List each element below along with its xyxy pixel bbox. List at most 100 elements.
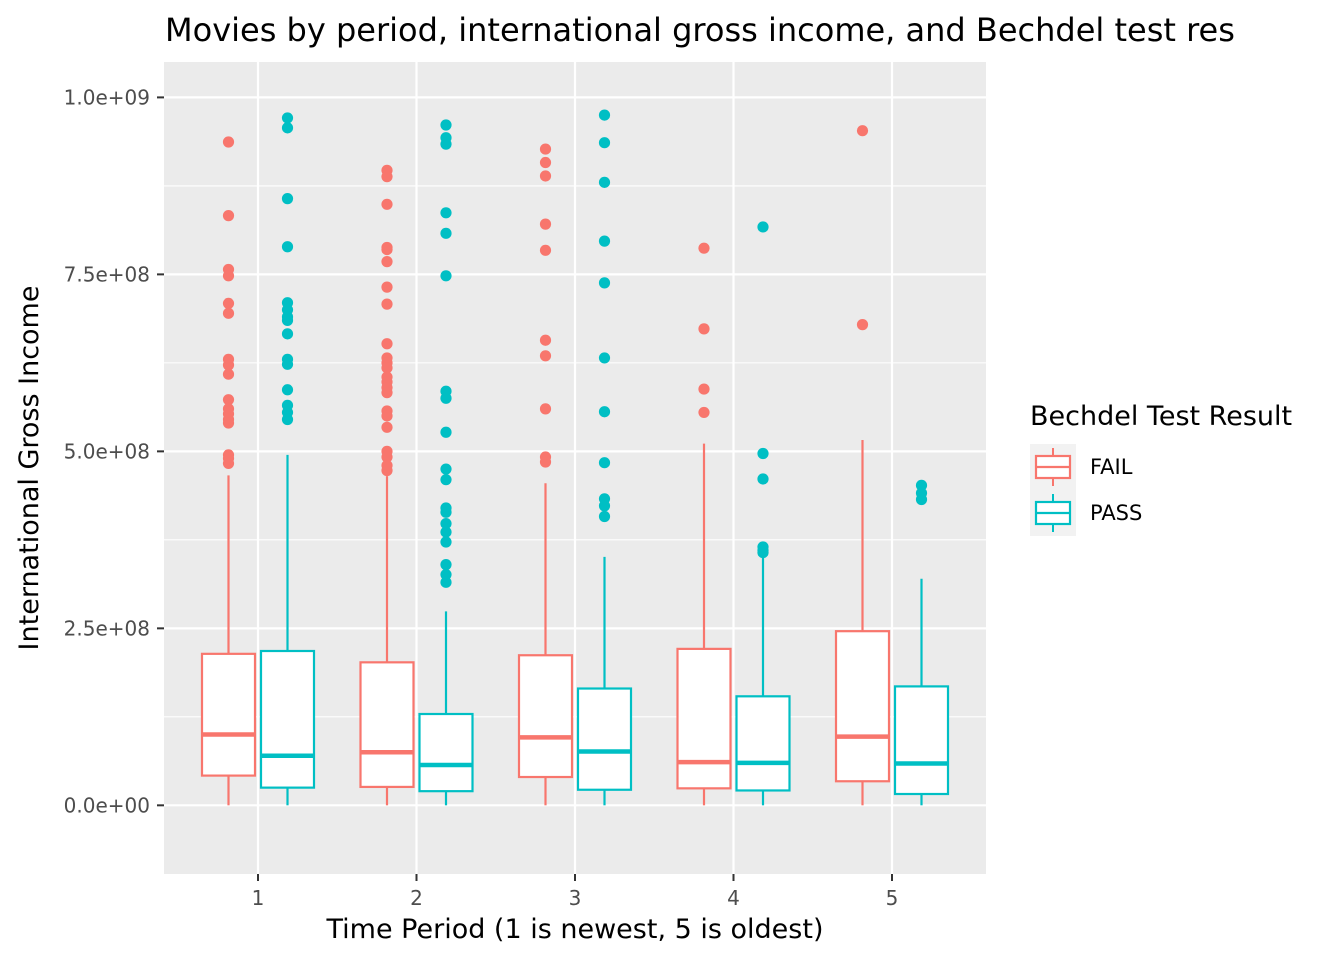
- outlier-point: [440, 576, 452, 588]
- y-tick-label: 1.0e+09: [64, 85, 150, 109]
- outlier-point: [222, 307, 235, 319]
- outlier-point: [281, 193, 294, 205]
- outlier-point: [222, 270, 235, 282]
- outlier-point: [598, 510, 611, 523]
- outlier-point: [440, 536, 452, 548]
- outlier-point: [281, 328, 294, 340]
- outlier-point: [222, 210, 235, 222]
- box-fail-1: [200, 136, 257, 806]
- y-tick-label: 7.5e+08: [64, 262, 150, 286]
- outlier-point: [598, 137, 611, 149]
- outlier-point: [440, 474, 452, 486]
- outlier-point: [381, 198, 393, 210]
- outlier-point: [222, 417, 235, 429]
- box-groups: [200, 109, 950, 806]
- outlier-point: [539, 170, 552, 182]
- y-axis: 0.0e+00 2.5e+08 5.0e+08 7.5e+08 1.0e+09: [64, 85, 164, 817]
- outlier-point: [381, 451, 393, 463]
- box-pass-3: [576, 109, 633, 806]
- outlier-point: [222, 457, 235, 469]
- outlier-point: [598, 176, 611, 188]
- x-tick-label: 2: [410, 886, 423, 910]
- y-tick-label: 2.5e+08: [64, 616, 150, 640]
- outlier-point: [222, 368, 235, 380]
- box-body: [418, 712, 474, 793]
- outlier-point: [440, 506, 452, 518]
- box-fail-2: [359, 164, 415, 806]
- outlier-point: [598, 235, 611, 247]
- box-fail-5: [834, 125, 891, 806]
- outlier-point: [281, 413, 294, 426]
- outlier-point: [440, 227, 452, 239]
- outlier-point: [281, 241, 294, 253]
- box-body: [259, 649, 316, 789]
- outlier-point: [222, 297, 235, 310]
- outlier-point: [856, 319, 869, 331]
- outlier-point: [222, 394, 235, 406]
- box-body: [676, 647, 732, 790]
- box-body: [893, 685, 950, 796]
- outlier-point: [440, 426, 452, 438]
- outlier-point: [440, 568, 452, 581]
- x-axis-title: Time Period (1 is newest, 5 is oldest): [326, 914, 824, 945]
- outlier-point: [598, 352, 611, 364]
- outlier-point: [757, 546, 769, 559]
- box-body: [517, 654, 574, 779]
- x-tick-label: 4: [727, 886, 740, 910]
- outlier-point: [440, 138, 452, 150]
- box-pass-1: [259, 112, 316, 806]
- outlier-point: [381, 387, 393, 399]
- outlier-point: [440, 517, 452, 530]
- outlier-point: [915, 479, 928, 491]
- outlier-point: [440, 559, 452, 571]
- outlier-point: [381, 421, 393, 433]
- box-body: [735, 695, 791, 792]
- outlier-point: [539, 350, 552, 362]
- legend-label-pass: PASS: [1090, 501, 1142, 525]
- box-fail-4: [676, 242, 732, 806]
- outlier-point: [698, 323, 710, 335]
- outlier-point: [539, 456, 552, 468]
- outlier-point: [381, 338, 393, 350]
- legend-keys: [1034, 448, 1072, 532]
- box-fail-3: [517, 143, 574, 806]
- outlier-point: [440, 526, 452, 538]
- outlier-point: [698, 383, 710, 395]
- outlier-point: [281, 384, 294, 396]
- outlier-point: [856, 125, 869, 137]
- outlier-point: [598, 277, 611, 289]
- outlier-point: [757, 221, 769, 233]
- box-body: [834, 630, 891, 783]
- legend-key-fail: [1034, 448, 1072, 486]
- box-pass-5: [893, 479, 950, 806]
- y-axis-title: International Gross Income: [14, 286, 45, 651]
- outlier-point: [281, 112, 294, 124]
- outlier-point: [539, 244, 552, 256]
- y-tick-label: 0.0e+00: [64, 793, 150, 817]
- box-body: [576, 687, 633, 791]
- outlier-point: [381, 244, 393, 256]
- box-pass-4: [735, 221, 791, 806]
- outlier-point: [281, 358, 294, 370]
- outlier-point: [381, 281, 393, 293]
- outlier-point: [539, 334, 552, 346]
- outlier-point: [222, 136, 235, 148]
- outlier-point: [440, 392, 452, 404]
- outlier-point: [381, 362, 393, 374]
- outlier-point: [440, 270, 452, 282]
- outlier-point: [698, 406, 710, 419]
- box-body: [200, 652, 257, 777]
- outlier-point: [915, 493, 928, 506]
- outlier-point: [281, 122, 294, 134]
- legend: Bechdel Test Result FAIL PASS: [1030, 401, 1292, 536]
- outlier-point: [598, 457, 611, 469]
- legend-key-pass: [1034, 494, 1072, 532]
- x-tick-label: 5: [886, 886, 899, 910]
- outlier-point: [440, 463, 452, 475]
- outlier-point: [598, 500, 611, 512]
- box-body: [359, 661, 415, 789]
- outlier-point: [698, 242, 710, 254]
- x-tick-label: 1: [252, 886, 265, 910]
- x-tick-label: 3: [569, 886, 582, 910]
- outlier-point: [539, 218, 552, 230]
